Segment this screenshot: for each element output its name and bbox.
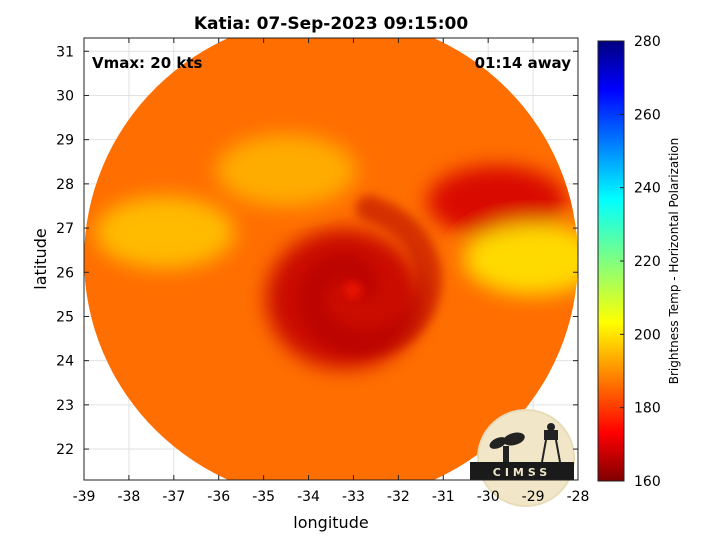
y-tick-label: 27 xyxy=(56,221,74,237)
x-tick-label: -32 xyxy=(387,489,410,505)
y-tick-label: 25 xyxy=(56,309,74,325)
logo-dish-mount xyxy=(503,446,509,462)
feature-cool-band-west xyxy=(94,196,235,269)
y-tick-label: 28 xyxy=(56,177,74,193)
cimss-logo: CIMSS xyxy=(470,409,575,507)
x-tick-label: -33 xyxy=(342,489,365,505)
colorbar-tick-label: 240 xyxy=(634,181,661,197)
y-axis-label: latitude xyxy=(31,228,50,289)
logo-tower-leg xyxy=(541,439,547,463)
x-tick-label: -36 xyxy=(207,489,230,505)
storm-eye xyxy=(345,281,362,298)
x-tick-label: -29 xyxy=(522,489,545,505)
x-tick-label: -28 xyxy=(567,489,590,505)
y-tick-label: 23 xyxy=(56,398,74,414)
colorbar-tick-label: 160 xyxy=(634,474,661,490)
y-tick-label: 26 xyxy=(56,265,74,281)
chart-title: Katia: 07-Sep-2023 09:15:00 xyxy=(194,14,468,34)
spiral-band xyxy=(299,195,442,357)
logo-dish xyxy=(489,437,507,449)
axis-ticks: -39 -38 -37 -36 -35 -34 -33 -32 -31 -30 -29 -28 22 23… xyxy=(56,38,589,505)
swath-field xyxy=(84,38,578,480)
feature-cool-band-north xyxy=(216,134,357,207)
x-tick-label: -37 xyxy=(162,489,185,505)
vmax-annotation: Vmax: 20 kts xyxy=(92,54,202,72)
y-tick-label: 22 xyxy=(56,442,74,458)
feature-northeast-band xyxy=(427,165,568,238)
x-tick-label: -31 xyxy=(432,489,455,505)
temperature-features xyxy=(94,134,578,369)
x-tick-label: -38 xyxy=(117,489,140,505)
logo-text: CIMSS xyxy=(493,466,551,479)
colorbar-tick-label: 280 xyxy=(634,34,661,50)
plot-frame xyxy=(83,37,579,481)
feature-cool-region-east xyxy=(463,223,578,295)
x-tick-label: -30 xyxy=(477,489,500,505)
logo-tower-tank xyxy=(544,430,558,440)
colorbar-tick-label: 200 xyxy=(634,327,661,343)
colorbar-tick-label: 220 xyxy=(634,254,661,270)
y-tick-label: 31 xyxy=(56,44,74,60)
x-tick-label: -39 xyxy=(73,489,96,505)
colorbar-label: Brightness Temp - Horizontal Polarizatio… xyxy=(667,138,681,385)
logo-band xyxy=(470,462,574,480)
brightness-swath xyxy=(84,38,578,480)
logo-dish xyxy=(503,432,525,446)
colorbar-ticks: 160 180 200 220 240 260 280 xyxy=(620,34,661,490)
logo-tower-top xyxy=(547,423,555,431)
y-tick-label: 24 xyxy=(56,354,74,370)
x-axis-label: longitude xyxy=(293,513,368,532)
colorbar-tick-label: 260 xyxy=(634,107,661,123)
y-tick-label: 29 xyxy=(56,133,74,149)
time-away-annotation: 01:14 away xyxy=(475,54,572,72)
colorbar-tick-label: 180 xyxy=(634,401,661,417)
y-tick-label: 30 xyxy=(56,88,74,104)
x-tick-label: -35 xyxy=(252,489,275,505)
colorbar xyxy=(597,40,625,482)
x-tick-label: -34 xyxy=(297,489,320,505)
logo-tower-leg xyxy=(555,439,561,463)
